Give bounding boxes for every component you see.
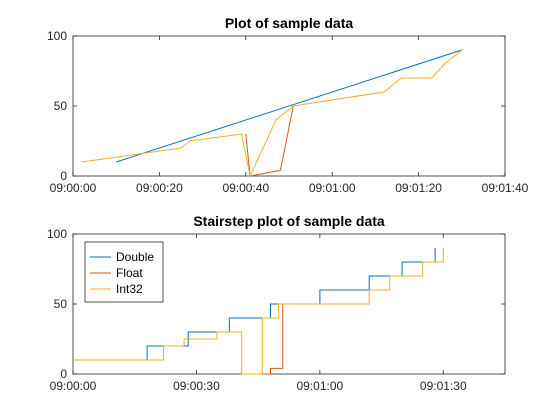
series-line-int32 <box>73 248 444 375</box>
y-tick-label: 50 <box>54 99 68 113</box>
chart-1: Plot of sample data 09:00:00 09:00:20 09:00… <box>47 15 529 195</box>
series-line-1 <box>116 49 462 163</box>
x-tick-label: 09:01:00 <box>296 379 343 393</box>
x-tick-label: 09:01:20 <box>395 181 442 195</box>
y-tick-label: 50 <box>54 297 68 311</box>
y-tick-label: 0 <box>60 169 67 183</box>
x-tick-label: 09:00:40 <box>222 181 269 195</box>
x-tick-label: 09:00:30 <box>173 379 220 393</box>
chart-title: Plot of sample data <box>225 15 354 31</box>
chart-title: Stairstep plot of sample data <box>193 213 385 229</box>
y-tick-label: 100 <box>47 29 67 43</box>
x-tick-label: 09:00:00 <box>50 379 97 393</box>
series-line-3 <box>81 49 463 178</box>
y-tick-label: 100 <box>47 227 67 241</box>
series-line-2 <box>245 105 294 177</box>
legend-box <box>84 241 164 303</box>
x-tick-label: 09:00:00 <box>50 181 97 195</box>
chart-2: Stairstep plot of sample data 09:00:00 09:… <box>47 213 506 393</box>
legend: Double Float Int32 <box>84 241 164 303</box>
legend-label: Int32 <box>116 282 143 296</box>
x-tick-label: 09:01:30 <box>420 379 467 393</box>
legend-label: Double <box>116 250 154 264</box>
legend-label: Float <box>116 266 143 280</box>
y-tick-label: 0 <box>60 367 67 381</box>
x-tick-label: 09:01:00 <box>309 181 356 195</box>
x-tick-label: 09:01:40 <box>482 181 529 195</box>
x-tick-label: 09:00:20 <box>136 181 183 195</box>
